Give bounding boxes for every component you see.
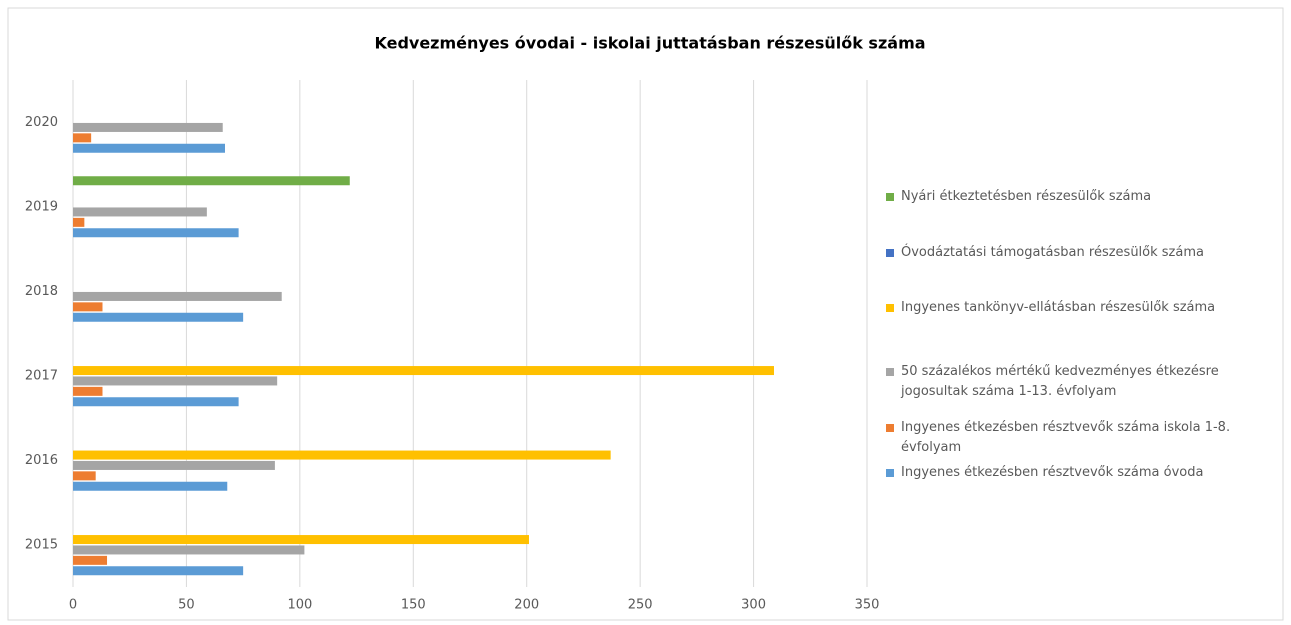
legend-swatch xyxy=(886,424,894,432)
bar xyxy=(73,386,103,396)
x-tick-label: 50 xyxy=(178,598,195,613)
y-tick-label: 2020 xyxy=(25,115,58,130)
y-tick-label: 2019 xyxy=(25,199,58,214)
legend-label: Óvodáztatási támogatásban részesülők szá… xyxy=(901,245,1204,260)
legend-label: 50 százalékos mértékű kedvezményes étkez… xyxy=(901,364,1219,399)
legend-item: Ingyenes étkezésben résztvevők száma isk… xyxy=(886,418,1281,458)
legend-item: Óvodáztatási támogatásban részesülők szá… xyxy=(886,243,1281,263)
x-tick-label: 100 xyxy=(287,598,312,613)
bar xyxy=(73,302,103,312)
bar xyxy=(73,471,96,481)
bar xyxy=(73,228,239,238)
legend-item: Nyári étkeztetésben részesülők száma xyxy=(886,187,1281,207)
y-tick-label: 2018 xyxy=(25,284,58,299)
x-tick-label: 150 xyxy=(401,598,426,613)
bar xyxy=(73,566,244,576)
y-tick-label: 2015 xyxy=(25,537,58,552)
bar xyxy=(73,450,611,460)
x-tick-label: 250 xyxy=(628,598,653,613)
bar xyxy=(73,397,239,407)
bar xyxy=(73,291,282,301)
bar xyxy=(73,366,774,376)
bar xyxy=(73,143,225,153)
chart-title: Kedvezményes óvodai - iskolai juttatásba… xyxy=(374,34,925,53)
legend-swatch xyxy=(886,249,894,257)
bar xyxy=(73,555,108,565)
legend-swatch xyxy=(886,469,894,477)
bar xyxy=(73,207,207,217)
bar xyxy=(73,133,92,143)
bar xyxy=(73,122,223,132)
legend-label: Ingyenes étkezésben résztvevők száma isk… xyxy=(901,420,1231,455)
bar xyxy=(73,176,350,186)
legend-swatch xyxy=(886,304,894,312)
bar xyxy=(73,312,244,322)
x-tick-label: 0 xyxy=(69,598,77,613)
legend-label: Ingyenes tankönyv-ellátásban részesülők … xyxy=(901,300,1216,315)
legend-item: Ingyenes tankönyv-ellátásban részesülők … xyxy=(886,298,1281,318)
legend-label: Nyári étkeztetésben részesülők száma xyxy=(901,189,1152,204)
y-tick-label: 2017 xyxy=(25,368,58,383)
legend-item: 50 százalékos mértékű kedvezményes étkez… xyxy=(886,362,1281,402)
bar xyxy=(73,460,275,470)
y-tick-label: 2016 xyxy=(25,453,58,468)
bar xyxy=(73,535,529,545)
legend-swatch xyxy=(886,193,894,201)
legend-swatch xyxy=(886,368,894,376)
bar xyxy=(73,481,228,491)
bar xyxy=(73,376,278,386)
bar xyxy=(73,217,85,227)
legend-label: Ingyenes étkezésben résztvevők száma óvo… xyxy=(901,465,1204,480)
legend-item: Ingyenes étkezésben résztvevők száma óvo… xyxy=(886,463,1281,483)
x-tick-label: 350 xyxy=(855,598,880,613)
bar xyxy=(73,545,305,555)
x-tick-label: 200 xyxy=(514,598,539,613)
x-tick-label: 300 xyxy=(741,598,766,613)
